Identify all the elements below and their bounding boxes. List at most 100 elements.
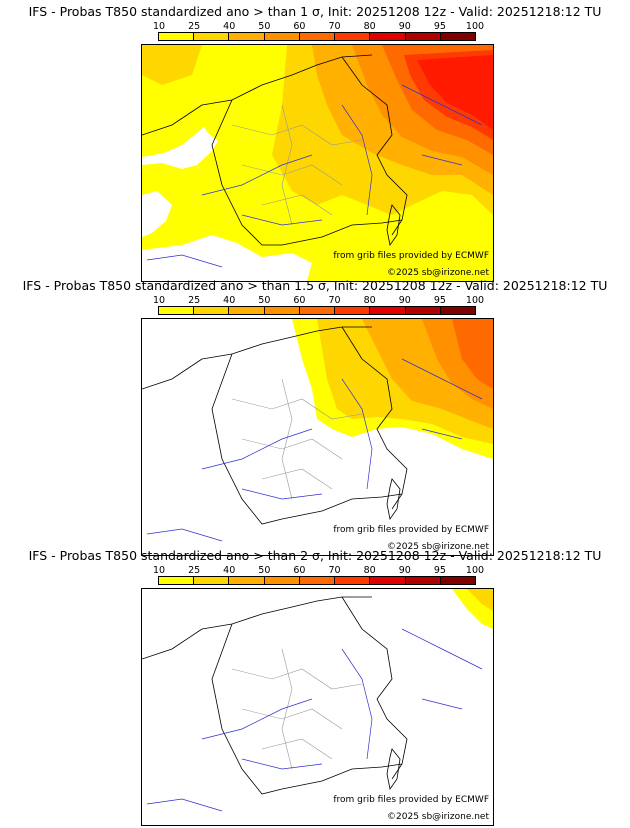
scale-segment [264, 307, 300, 314]
rivers [146, 358, 483, 542]
scale-segment [335, 577, 371, 584]
region-borders [231, 378, 363, 500]
scale-segment [370, 33, 406, 40]
scale-tick-label: 100 [465, 295, 485, 306]
scale-tick-label: 10 [152, 295, 166, 306]
credit-site: ©2025 sb@irizone.net [387, 542, 489, 552]
scale-segment [229, 33, 265, 40]
panel-title: IFS - Probas T850 standardized ano > tha… [28, 4, 602, 19]
probability-fill-60 [452, 319, 493, 389]
credit-source: from grib files provided by ECMWF [333, 795, 489, 805]
scale-tick-label: 10 [152, 21, 166, 32]
scale-tick-label: 50 [258, 295, 271, 306]
scale-tick-label: 60 [293, 295, 306, 306]
scale-tick-label: 70 [328, 21, 341, 32]
panel-title: IFS - Probas T850 standardized ano > tha… [28, 548, 602, 563]
scale-segment [440, 577, 475, 584]
scale-segment [335, 33, 371, 40]
scale-segment [194, 577, 230, 584]
scale-segment [264, 577, 300, 584]
scale-segment [194, 33, 230, 40]
probability-fill-25 [467, 589, 493, 611]
scale-tick-label: 90 [398, 565, 411, 576]
map-graphic [142, 45, 493, 281]
scale-tick-label: 80 [363, 295, 376, 306]
credit-site: ©2025 sb@irizone.net [387, 268, 489, 278]
scale-segment [159, 307, 195, 314]
scale-segment [159, 33, 195, 40]
scale-tick-label: 40 [223, 21, 236, 32]
color-scale-labels: 10 25 40 50 60 70 80 90 95 100 [140, 565, 500, 576]
map-graphic [142, 319, 493, 555]
rivers [146, 628, 483, 812]
map-graphic [142, 589, 493, 825]
scale-tick-label: 50 [258, 21, 271, 32]
scale-segment [194, 307, 230, 314]
region-borders [231, 104, 363, 226]
sea-area [142, 235, 312, 281]
scale-segment [229, 307, 265, 314]
ocean-area [142, 127, 218, 169]
coastline [142, 623, 283, 795]
scale-tick-label: 25 [188, 21, 201, 32]
scale-segment [440, 307, 475, 314]
color-scale-labels: 10 25 40 50 60 70 80 90 95 100 [140, 21, 500, 32]
scale-segment [229, 577, 265, 584]
scale-tick-label: 70 [328, 565, 341, 576]
scale-segment [299, 577, 336, 584]
scale-tick-label: 40 [223, 295, 236, 306]
color-scale-labels: 10 25 40 50 60 70 80 90 95 100 [140, 295, 500, 306]
scale-tick-label: 90 [398, 295, 411, 306]
scale-tick-label: 10 [152, 565, 166, 576]
probability-map: from grib files provided by ECMWF ©2025 … [141, 318, 494, 556]
scale-segment [440, 33, 475, 40]
scale-segment [370, 307, 406, 314]
scale-segment [264, 33, 300, 40]
scale-segment [159, 577, 195, 584]
region-borders [231, 648, 363, 770]
scale-tick-label: 50 [258, 565, 271, 576]
credit-source: from grib files provided by ECMWF [333, 525, 489, 535]
scale-segment [405, 33, 441, 40]
scale-tick-label: 80 [363, 21, 376, 32]
credit-source: from grib files provided by ECMWF [333, 251, 489, 261]
scale-tick-label: 70 [328, 295, 341, 306]
scale-segment [299, 307, 336, 314]
map-background [142, 589, 493, 825]
probability-map: from grib files provided by ECMWF ©2025 … [141, 44, 494, 282]
corsica-outline [386, 478, 401, 520]
probability-fill-80 [417, 55, 493, 130]
scale-tick-label: 25 [188, 295, 201, 306]
scale-segment [299, 33, 336, 40]
scale-tick-label: 95 [433, 21, 446, 32]
color-scale-bar [158, 32, 476, 41]
probability-map: from grib files provided by ECMWF ©2025 … [141, 588, 494, 826]
coastline [142, 353, 283, 525]
credit-site: ©2025 sb@irizone.net [387, 812, 489, 822]
corsica-outline [386, 204, 401, 246]
scale-tick-label: 100 [465, 21, 485, 32]
panel-1-sigma: IFS - Probas T850 standardized ano > tha… [0, 4, 630, 282]
scale-segment [335, 307, 371, 314]
coastline [142, 99, 282, 246]
scale-tick-label: 25 [188, 565, 201, 576]
panel-title: IFS - Probas T850 standardized ano > tha… [22, 278, 608, 293]
panel-2-sigma: IFS - Probas T850 standardized ano > tha… [0, 548, 630, 826]
ocean-area [142, 191, 172, 237]
scale-tick-label: 40 [223, 565, 236, 576]
scale-segment [405, 307, 441, 314]
scale-tick-label: 60 [293, 565, 306, 576]
panel-1-5-sigma: IFS - Probas T850 standardized ano > tha… [0, 278, 630, 556]
scale-tick-label: 60 [293, 21, 306, 32]
scale-tick-label: 90 [398, 21, 411, 32]
color-scale-bar [158, 306, 476, 315]
rivers [146, 84, 483, 268]
scale-tick-label: 80 [363, 565, 376, 576]
scale-tick-label: 95 [433, 565, 446, 576]
scale-tick-label: 100 [465, 565, 485, 576]
color-scale-bar [158, 576, 476, 585]
scale-tick-label: 95 [433, 295, 446, 306]
scale-segment [405, 577, 441, 584]
probability-fill-25 [142, 45, 202, 85]
corsica-outline [386, 748, 401, 790]
